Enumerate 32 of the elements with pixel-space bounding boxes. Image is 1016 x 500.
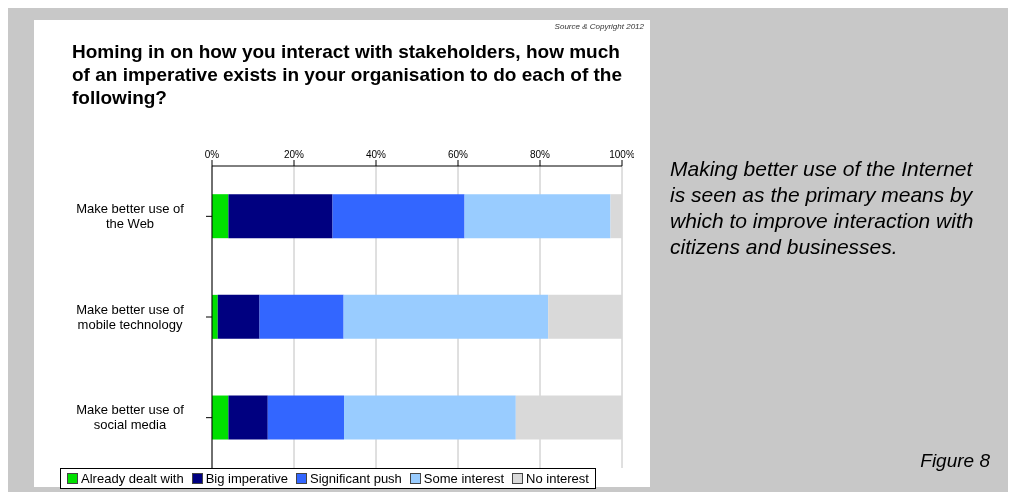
bar [259,294,344,339]
legend-label: Significant push [309,471,402,486]
text: Making better use of the Internet is seen as the primary means by which to improve interaction with citizens and businesses. [670,156,975,260]
y-tick-label: Make better use of social media [76,402,185,433]
legend-label: No interest [525,471,589,486]
x-tick-label: 80% [529,149,551,160]
bar [332,194,465,239]
bar [464,194,611,239]
x-tick-label: 0% [204,149,220,160]
x-tick-label: 60% [447,149,469,160]
chart-title: Homing in on how you interact with stakeholders, how much of an imperative exists in your organisation to do each of the following? [72,40,624,109]
legend-label: Some interest [422,471,505,486]
caption: Figure 8 [920,450,990,472]
bar [344,395,516,440]
source-note: Source & Copyright 2012 [554,22,644,31]
y-tick-label: Make better use of mobile technology [76,301,185,332]
bar [515,395,622,440]
x-tick-label: 100% [609,149,635,160]
bar [228,194,333,239]
y-tick-label: Make better use of the Web [76,200,185,231]
legend-label: Already dealt with [80,471,184,486]
bar [267,395,345,440]
bar [548,294,622,339]
x-tick-label: 20% [283,149,305,160]
bar [212,395,229,440]
bar [610,194,622,239]
legend-label: Big imperative [204,471,289,486]
bar [343,294,549,339]
x-tick-label: 40% [365,149,387,160]
bar [228,395,268,440]
bar [212,194,229,239]
bar [217,294,260,339]
